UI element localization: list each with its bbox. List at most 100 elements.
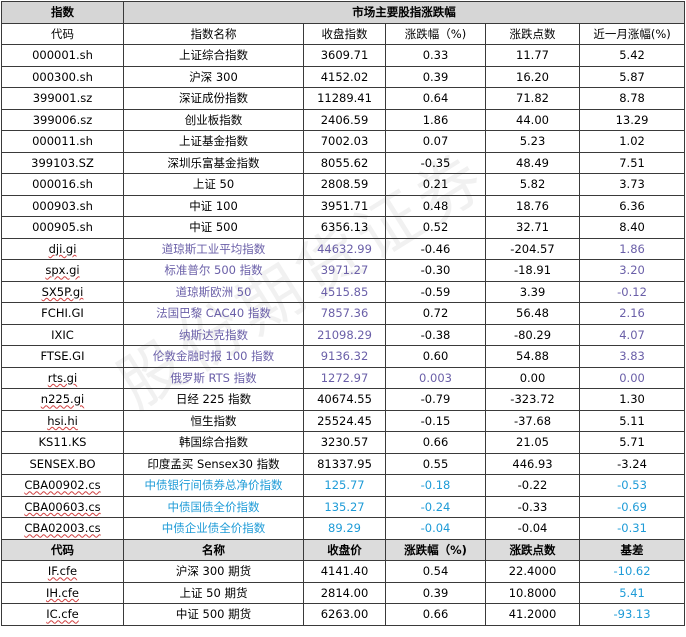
cell-name: 中债国债全价指数 (123, 495, 304, 518)
cell-code-text: IC.cfe (46, 607, 79, 622)
table-row: 399001.sz 深证成份指数 11289.41 0.64 71.82 8.78 (1, 87, 686, 110)
cell-code: hsi.hi (1, 409, 124, 432)
cell-month: 5.11 (578, 409, 686, 432)
cell-pct: 0.48 (385, 194, 486, 217)
cell-code: IXIC (1, 323, 124, 346)
cell-close: 25524.45 (303, 409, 386, 432)
cell-month: 4.07 (578, 323, 686, 346)
cell-month: -0.31 (578, 517, 686, 540)
table-row: 000300.sh 沪深 300 4152.02 0.39 16.20 5.87 (1, 65, 686, 88)
cell-close: 9136.32 (303, 345, 386, 368)
cell-pct: 0.39 (385, 65, 486, 88)
cell-pts: 54.88 (485, 345, 580, 368)
cell-code: rts.gi (1, 366, 124, 389)
cell-name: 印度孟买 Sensex30 指数 (123, 452, 304, 475)
futures-header-basis: 基差 (578, 538, 686, 561)
cell-pct: -0.18 (385, 474, 486, 497)
table-row: 399103.SZ 深圳乐富基金指数 8055.62 -0.35 48.49 7.51 (1, 151, 686, 174)
cell-close: 21098.29 (303, 323, 386, 346)
cell-close: 7857.36 (303, 302, 386, 325)
cell-code: 000903.sh (1, 194, 124, 217)
cell-month: -0.69 (578, 495, 686, 518)
cell-pct: 0.003 (385, 366, 486, 389)
cell-month: 1.86 (578, 237, 686, 260)
cell-code: 000001.sh (1, 44, 124, 67)
cell-pct: 0.64 (385, 87, 486, 110)
cell-code-text: n225.gi (40, 392, 85, 407)
cell-month: 8.40 (578, 216, 686, 239)
cell-code: n225.gi (1, 388, 124, 411)
cell-pct: -0.38 (385, 323, 486, 346)
cell-close: 4152.02 (303, 65, 386, 88)
cell-pts: 11.77 (485, 44, 580, 67)
cell-close: 4141.40 (303, 560, 386, 583)
cell-month: 5.87 (578, 65, 686, 88)
cell-basis: 5.41 (578, 581, 686, 604)
table-row: IXIC 纳斯达克指数 21098.29 -0.38 -80.29 4.07 (1, 323, 686, 346)
table-row: spx.gi 标准普尔 500 指数 3971.27 -0.30 -18.91 3.20 (1, 259, 686, 282)
cell-month: 13.29 (578, 108, 686, 131)
cell-code-text: CBA00902.cs (24, 478, 101, 493)
cell-code-text: dji.gi (48, 241, 77, 256)
cell-pct: -0.24 (385, 495, 486, 518)
cell-pct: -0.46 (385, 237, 486, 260)
cell-close: 6356.13 (303, 216, 386, 239)
cell-pts: 21.05 (485, 431, 580, 454)
cell-name: 深圳乐富基金指数 (123, 151, 304, 174)
banner-title: 市场主要股指涨跌幅 (122, 1, 686, 24)
cell-pts: 446.93 (485, 452, 580, 475)
table-row: SX5P.gi 道琼斯欧洲 50 4515.85 -0.59 3.39 -0.12 (1, 280, 686, 303)
table-row: 000016.sh 上证 50 2808.59 0.21 5.82 3.73 (1, 173, 686, 196)
table-row: dji.gi 道琼斯工业平均指数 44632.99 -0.46 -204.57 1.86 (1, 237, 686, 260)
futures-header-row: 代码 名称 收盘价 涨跌幅（%) 涨跌点数 基差 (1, 538, 686, 561)
cell-code: 399001.sz (1, 87, 124, 110)
cell-code: IH.cfe (1, 581, 124, 604)
cell-pts: 16.20 (485, 65, 580, 88)
futures-row: IF.cfe 沪深 300 期货 4141.40 0.54 22.4000 -10.62 (1, 560, 686, 583)
cell-code: FTSE.GI (1, 345, 124, 368)
cell-close: 3609.71 (303, 44, 386, 67)
cell-code: CBA00902.cs (1, 474, 124, 497)
cell-name: 中证 500 (123, 216, 304, 239)
futures-row: IC.cfe 中证 500 期货 6263.00 0.66 41.2000 -93.13 (1, 603, 686, 626)
cell-name: 上证 50 期货 (123, 581, 304, 604)
cell-pct: 0.39 (385, 581, 486, 604)
cell-month: -0.53 (578, 474, 686, 497)
cell-month: 7.51 (578, 151, 686, 174)
cell-code-text: SX5P.gi (41, 284, 84, 299)
market-index-table: 指数 市场主要股指涨跌幅 代码 指数名称 收盘指数 涨跌幅（%) 涨跌点数 近一… (1, 1, 686, 626)
cell-code: IF.cfe (1, 560, 124, 583)
table-row: CBA00902.cs 中债银行间债券总净价指数 125.77 -0.18 -0.22-… (1, 474, 686, 497)
cell-close: 135.27 (303, 495, 386, 518)
cell-pct: -0.35 (385, 151, 486, 174)
cell-code: CBA02003.cs (1, 517, 124, 540)
cell-name: 俄罗斯 RTS 指数 (123, 366, 304, 389)
banner-row: 指数 市场主要股指涨跌幅 (1, 1, 686, 24)
cell-name: 日经 225 指数 (123, 388, 304, 411)
cell-month: 5.71 (578, 431, 686, 454)
cell-pts: 5.82 (485, 173, 580, 196)
cell-month: 6.36 (578, 194, 686, 217)
cell-month: 2.16 (578, 302, 686, 325)
table-row: n225.gi 日经 225 指数 40674.55 -0.79 -323.72 1.30 (1, 388, 686, 411)
cell-name: 标准普尔 500 指数 (123, 259, 304, 282)
cell-pts: -0.22 (485, 474, 580, 497)
cell-close: 3971.27 (303, 259, 386, 282)
cell-pts: 5.23 (485, 130, 580, 153)
futures-header-close: 收盘价 (303, 538, 386, 561)
cell-close: 2814.00 (303, 581, 386, 604)
cell-close: 6263.00 (303, 603, 386, 626)
cell-name: 上证综合指数 (123, 44, 304, 67)
cell-close: 4515.85 (303, 280, 386, 303)
cell-name: 沪深 300 (123, 65, 304, 88)
cell-code-text: hsi.hi (47, 413, 78, 428)
cell-name: 恒生指数 (123, 409, 304, 432)
table-row: 000011.sh 上证基金指数 7002.03 0.07 5.23 1.02 (1, 130, 686, 153)
cell-pct: 1.86 (385, 108, 486, 131)
cell-name: 中债企业债全价指数 (123, 517, 304, 540)
cell-code: IC.cfe (1, 603, 124, 626)
table-row: FCHI.GI 法国巴黎 CAC40 指数 7857.36 0.72 56.48 2.16 (1, 302, 686, 325)
cell-code-text: CBA00603.cs (24, 499, 101, 514)
cell-name: 上证 50 (123, 173, 304, 196)
cell-code-text: CBA02003.cs (24, 521, 101, 536)
